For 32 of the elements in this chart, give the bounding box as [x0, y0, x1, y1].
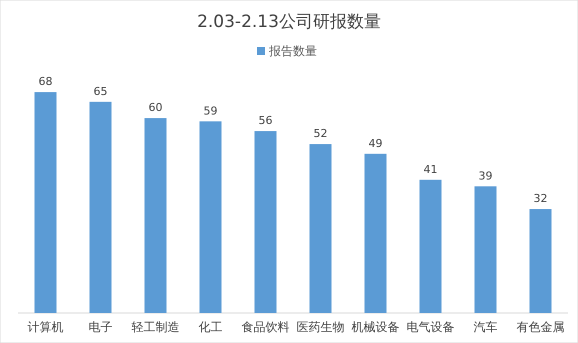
- data-label: 59: [204, 104, 218, 118]
- bar: [474, 186, 496, 313]
- chart-title: 2.03-2.13公司研报数量: [197, 12, 381, 32]
- bar: [34, 92, 56, 313]
- x-tick-label: 医药生物: [296, 320, 344, 334]
- data-label: 32: [534, 192, 548, 206]
- data-label: 39: [478, 169, 492, 182]
- x-tick-label: 有色金属: [516, 320, 564, 334]
- x-tick-label: 轻工制造: [132, 320, 180, 334]
- data-label: 56: [258, 114, 272, 128]
- x-tick-label: 电子: [88, 320, 112, 334]
- bar: [144, 118, 166, 313]
- data-label: 52: [314, 127, 328, 140]
- bar: [254, 131, 276, 313]
- data-label: 65: [94, 84, 108, 98]
- bar: [310, 144, 332, 313]
- bar: [530, 209, 552, 313]
- x-tick-label: 电气设备: [406, 320, 454, 334]
- x-tick-label: 食品饮料: [242, 320, 290, 334]
- legend-label: 报告数量: [268, 44, 317, 58]
- x-tick-label: 化工: [198, 320, 222, 334]
- x-tick-label: 计算机: [28, 320, 64, 334]
- data-label: 60: [148, 101, 162, 114]
- bar: [364, 154, 386, 313]
- data-label: 41: [424, 162, 438, 176]
- bar: [420, 180, 442, 313]
- data-label: 49: [368, 136, 382, 150]
- x-tick-label: 机械设备: [352, 320, 400, 334]
- data-label: 68: [38, 75, 52, 88]
- bar: [200, 121, 222, 313]
- x-tick-label: 汽车: [474, 320, 498, 334]
- bar: [90, 102, 112, 313]
